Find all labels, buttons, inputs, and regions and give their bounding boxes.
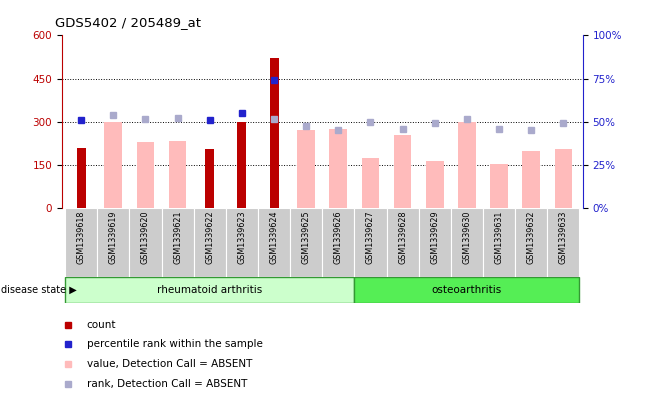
Bar	[97, 208, 130, 277]
Bar	[193, 208, 226, 277]
Bar	[238, 122, 246, 208]
Bar	[387, 208, 419, 277]
Bar	[104, 122, 122, 208]
Text: osteoarthritis: osteoarthritis	[432, 285, 502, 295]
Bar	[483, 208, 515, 277]
Bar	[65, 208, 97, 277]
Text: GSM1339633: GSM1339633	[559, 210, 568, 264]
Bar	[329, 129, 347, 208]
Bar	[426, 161, 443, 208]
Bar	[226, 208, 258, 277]
Bar	[490, 163, 508, 208]
Bar	[161, 208, 193, 277]
Text: rheumatoid arthritis: rheumatoid arthritis	[157, 285, 262, 295]
Bar	[137, 142, 154, 208]
Bar	[515, 208, 547, 277]
Bar	[298, 130, 315, 208]
Bar	[361, 158, 380, 208]
Bar	[290, 208, 322, 277]
Bar	[419, 208, 451, 277]
Bar	[77, 148, 86, 208]
Bar	[258, 208, 290, 277]
Bar	[458, 122, 476, 208]
Text: GSM1339631: GSM1339631	[495, 210, 504, 264]
Text: percentile rank within the sample: percentile rank within the sample	[87, 339, 263, 349]
Bar	[354, 208, 387, 277]
Text: GSM1339623: GSM1339623	[238, 210, 246, 264]
Text: value, Detection Call = ABSENT: value, Detection Call = ABSENT	[87, 359, 252, 369]
Bar	[322, 208, 354, 277]
Bar	[547, 208, 579, 277]
Text: GSM1339629: GSM1339629	[430, 210, 439, 264]
Text: GSM1339626: GSM1339626	[334, 210, 343, 264]
Text: count: count	[87, 320, 117, 330]
Text: GSM1339624: GSM1339624	[270, 210, 279, 264]
Bar	[130, 208, 161, 277]
Bar	[169, 141, 186, 208]
Bar	[555, 149, 572, 208]
Text: GSM1339622: GSM1339622	[205, 210, 214, 264]
Bar	[205, 149, 214, 208]
Text: GSM1339619: GSM1339619	[109, 210, 118, 264]
Text: GSM1339621: GSM1339621	[173, 210, 182, 264]
Text: GSM1339627: GSM1339627	[366, 210, 375, 264]
Text: GSM1339625: GSM1339625	[301, 210, 311, 264]
FancyBboxPatch shape	[65, 277, 354, 303]
Text: GSM1339620: GSM1339620	[141, 210, 150, 264]
Text: GSM1339618: GSM1339618	[77, 210, 86, 264]
Bar	[394, 135, 411, 208]
Text: GSM1339632: GSM1339632	[527, 210, 536, 264]
Text: GSM1339630: GSM1339630	[462, 210, 471, 264]
FancyBboxPatch shape	[354, 277, 579, 303]
Text: disease state ▶: disease state ▶	[1, 285, 77, 295]
Text: GDS5402 / 205489_at: GDS5402 / 205489_at	[55, 16, 201, 29]
Bar	[522, 151, 540, 208]
Text: GSM1339628: GSM1339628	[398, 210, 407, 264]
Bar	[270, 59, 279, 208]
Bar	[451, 208, 483, 277]
Text: rank, Detection Call = ABSENT: rank, Detection Call = ABSENT	[87, 378, 247, 389]
